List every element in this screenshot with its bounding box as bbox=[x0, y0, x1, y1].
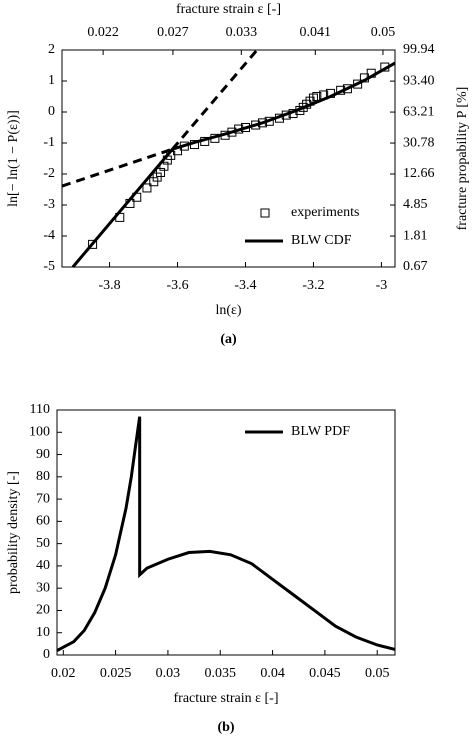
y-tick-label: 1 bbox=[48, 73, 55, 88]
y-tick-label: 90 bbox=[36, 447, 50, 462]
y-tick-label: 20 bbox=[36, 603, 50, 618]
legend-marker bbox=[260, 208, 270, 218]
y2-tick-label: 63.21 bbox=[403, 104, 435, 119]
series-line bbox=[56, 416, 396, 652]
y2-tick-label: 12.66 bbox=[403, 166, 435, 181]
x-tick-label: -3.2 bbox=[302, 278, 324, 293]
x2-tick-label: 0.027 bbox=[157, 25, 189, 40]
marker bbox=[88, 239, 98, 249]
y2-tick-label: 0.67 bbox=[403, 259, 428, 274]
y-tick-label: 2 bbox=[48, 42, 55, 57]
caption: (b) bbox=[217, 720, 234, 735]
y2-tick-label: 4.85 bbox=[403, 197, 428, 212]
y2-axis-label: fracture propability P [%] bbox=[455, 87, 470, 231]
y-tick-label: 40 bbox=[36, 558, 50, 573]
x-tick-label: -3 bbox=[376, 278, 388, 293]
y2-tick-label: 1.81 bbox=[403, 228, 428, 243]
y-axis-label: ln[− ln(1 − P(ε))] bbox=[6, 110, 21, 207]
legend-label: BLW PDF bbox=[291, 424, 350, 439]
x-tick-label: -3.6 bbox=[166, 278, 188, 293]
y2-tick-label: 30.78 bbox=[403, 135, 435, 150]
x-tick-label: 0.035 bbox=[204, 666, 236, 681]
x2-tick-label: 0.022 bbox=[87, 25, 119, 40]
marker bbox=[149, 177, 159, 187]
caption: (a) bbox=[220, 332, 237, 347]
x-axis-label: ln(ε) bbox=[215, 303, 241, 318]
x-tick-label: 0.03 bbox=[156, 666, 181, 681]
marker bbox=[142, 183, 152, 193]
y-tick-label: -5 bbox=[43, 259, 55, 274]
y-tick-label: -1 bbox=[43, 135, 55, 150]
y-tick-label: 0 bbox=[43, 647, 50, 662]
x-tick-label: 0.02 bbox=[51, 666, 76, 681]
y-axis-label: probability density [-] bbox=[6, 471, 21, 594]
y-tick-label: -2 bbox=[43, 166, 55, 181]
series-line bbox=[61, 147, 173, 188]
x-tick-label: -3.8 bbox=[98, 278, 120, 293]
y-tick-label: 80 bbox=[36, 469, 50, 484]
y-tick-label: 60 bbox=[36, 514, 50, 529]
plot-frame bbox=[61, 49, 396, 268]
x-axis-label: fracture strain ε [-] bbox=[174, 691, 279, 706]
y-tick-label: 70 bbox=[36, 491, 50, 506]
y2-tick-label: 99.94 bbox=[403, 42, 435, 57]
y-tick-label: 10 bbox=[36, 625, 50, 640]
x2-tick-label: 0.041 bbox=[300, 25, 332, 40]
marker bbox=[156, 167, 166, 177]
y-tick-label: -4 bbox=[43, 228, 55, 243]
x-tick-label: 0.025 bbox=[100, 666, 132, 681]
legend-label: BLW CDF bbox=[291, 233, 352, 248]
plot-frame bbox=[56, 409, 396, 656]
y-tick-label: 0 bbox=[48, 104, 55, 119]
y-tick-label: 100 bbox=[29, 424, 50, 439]
y-tick-label: -3 bbox=[43, 197, 55, 212]
x-tick-label: 0.045 bbox=[309, 666, 341, 681]
y-tick-label: 30 bbox=[36, 580, 50, 595]
x2-axis-label: fracture strain ε [-] bbox=[176, 2, 281, 17]
x2-tick-label: 0.033 bbox=[226, 25, 258, 40]
x-tick-label: 0.04 bbox=[260, 666, 285, 681]
legend-label: experiments bbox=[291, 205, 359, 220]
x2-tick-label: 0.05 bbox=[371, 25, 396, 40]
x-tick-label: 0.05 bbox=[365, 666, 390, 681]
series-line bbox=[71, 61, 396, 268]
x-tick-label: -3.4 bbox=[234, 278, 256, 293]
series-line bbox=[171, 49, 259, 151]
marker bbox=[152, 172, 162, 182]
y2-tick-label: 93.40 bbox=[403, 73, 435, 88]
y-tick-label: 110 bbox=[30, 402, 50, 417]
y-tick-label: 50 bbox=[36, 536, 50, 551]
